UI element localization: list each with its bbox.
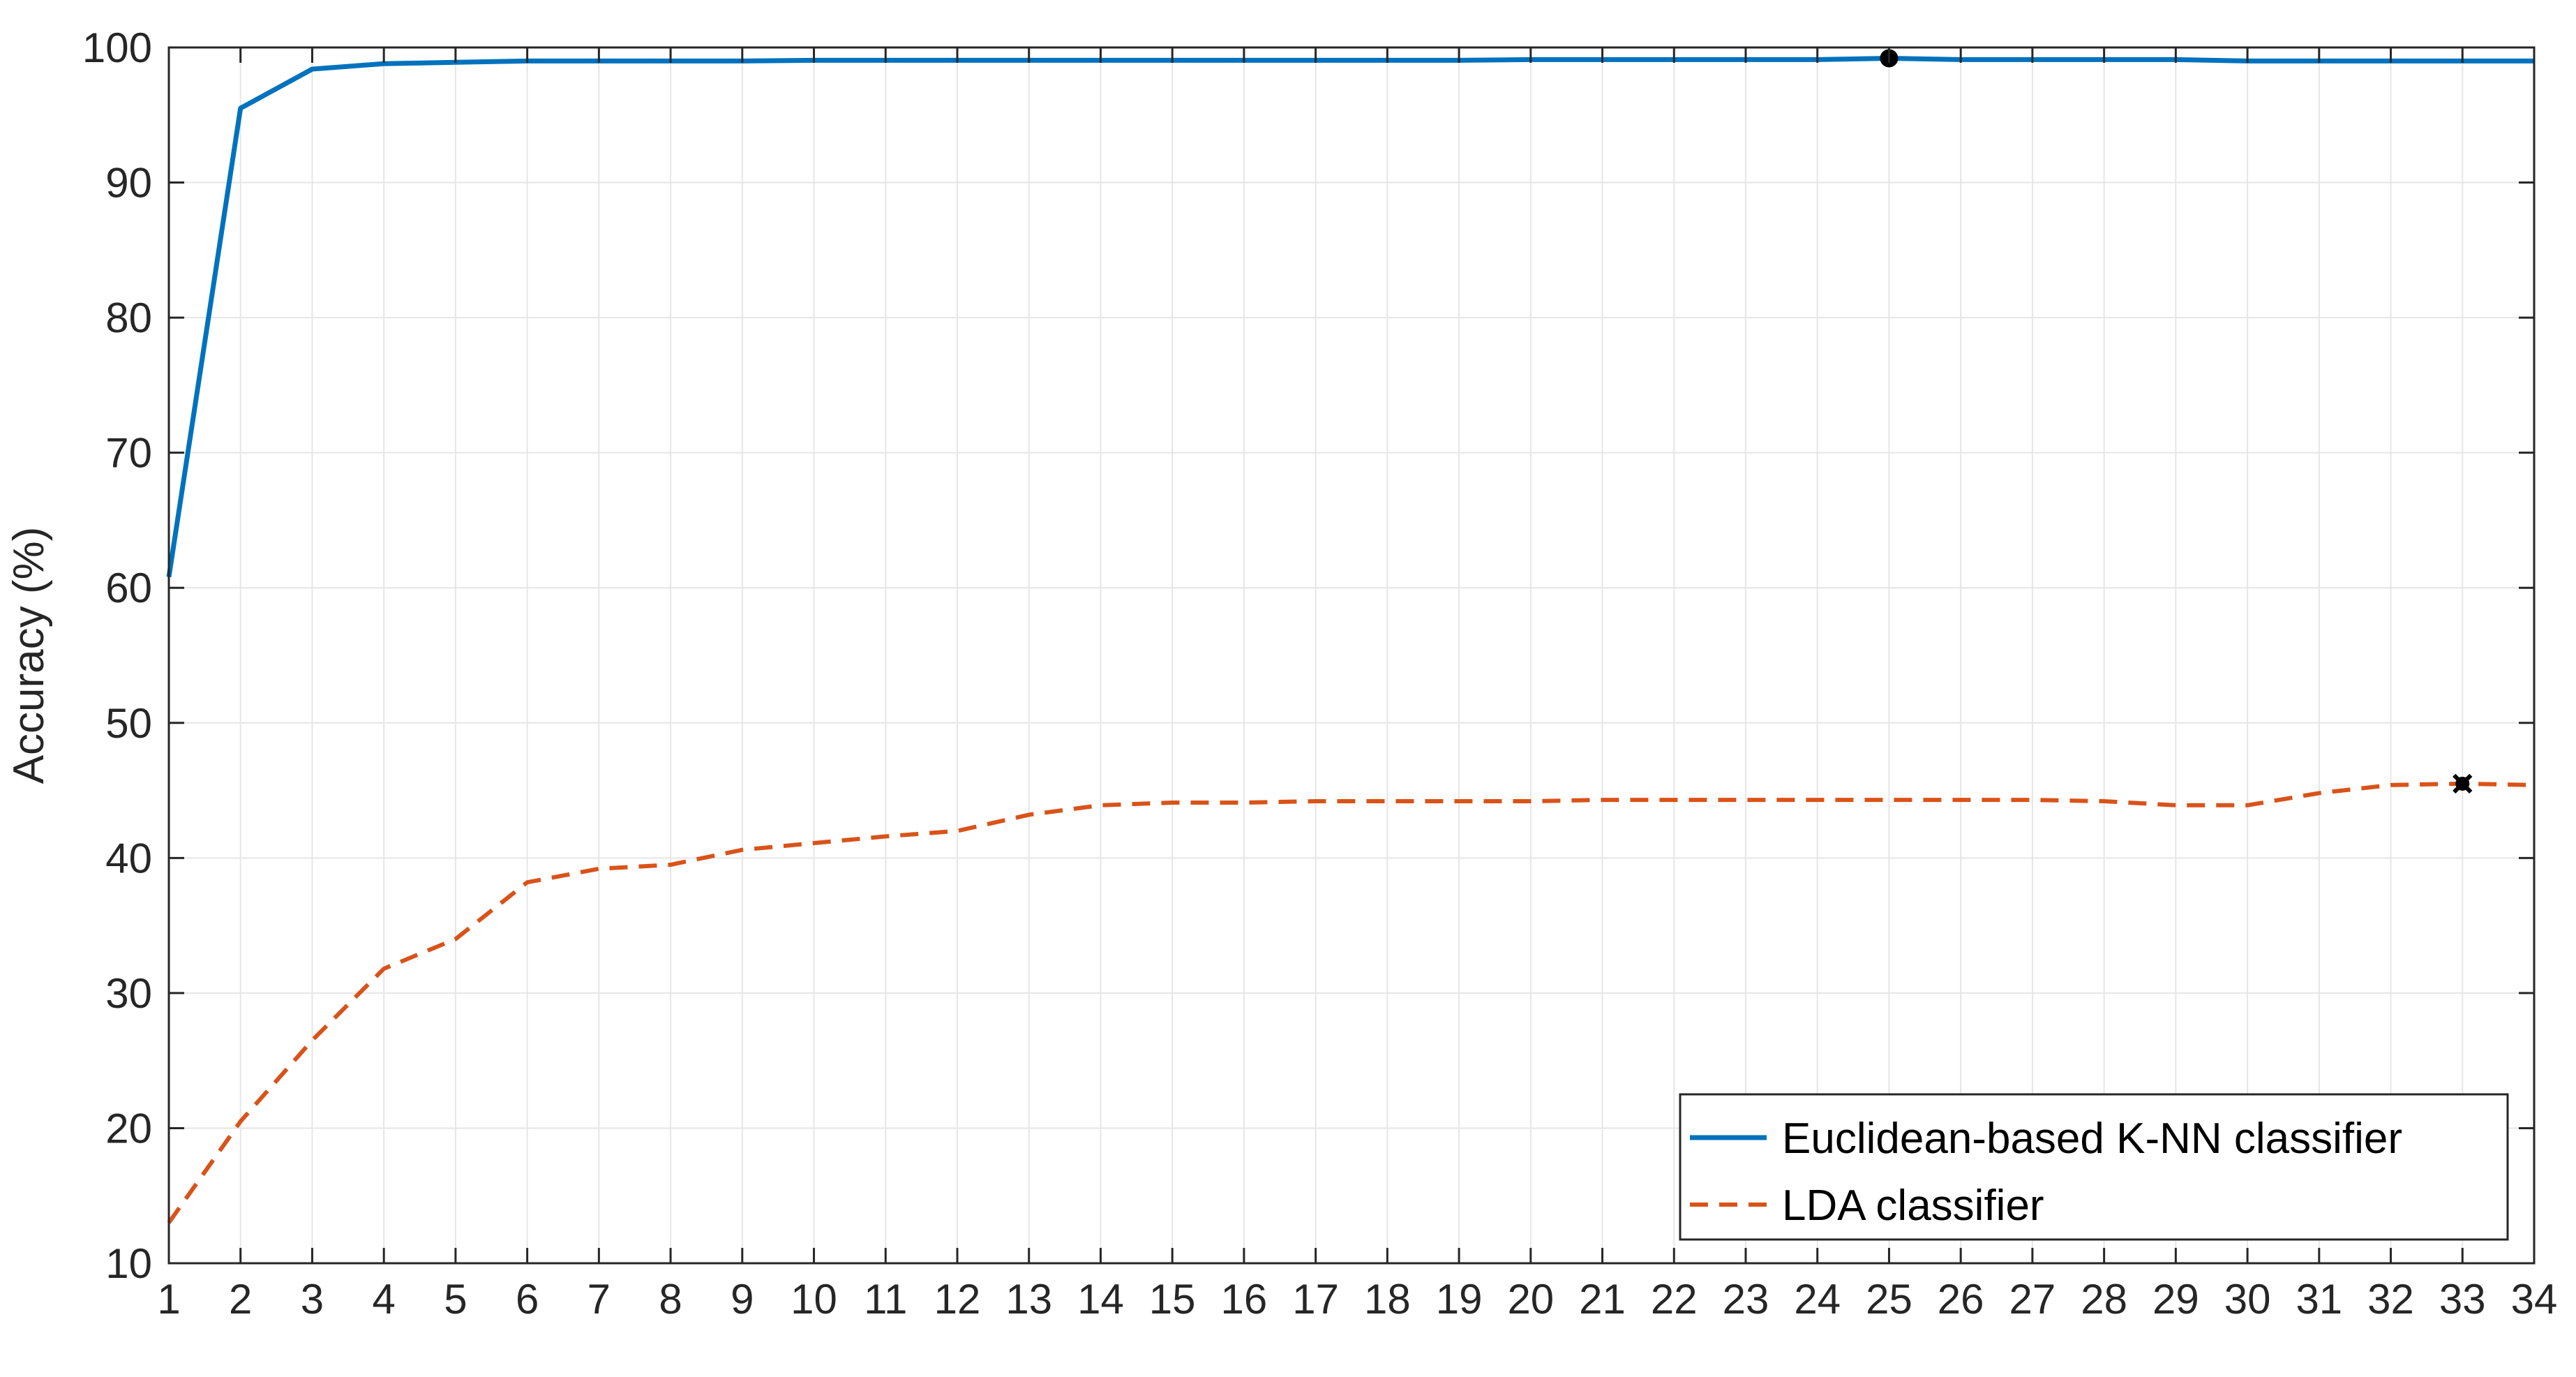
x-tick-label: 11 xyxy=(864,1276,907,1323)
legend: Euclidean-based K-NN classifier LDA clas… xyxy=(1679,1093,2509,1241)
x-tick-label: 17 xyxy=(1292,1276,1339,1323)
series-layer xyxy=(166,56,2535,1224)
x-tick-label: 8 xyxy=(659,1276,682,1323)
plot-frame xyxy=(167,46,2536,1265)
x-tick-label: 31 xyxy=(2296,1276,2342,1323)
y-tick-label: 100 xyxy=(82,24,152,71)
x-tick-label: 18 xyxy=(1364,1276,1411,1323)
axes xyxy=(167,46,2536,1265)
x-tick-label: 25 xyxy=(1866,1276,1912,1323)
max-marker-lda xyxy=(2453,773,2473,794)
x-tick-label: 23 xyxy=(1723,1276,1769,1323)
y-tick-label: 40 xyxy=(105,835,152,881)
x-tick-label: 26 xyxy=(1938,1276,1984,1323)
x-tick-label: 29 xyxy=(2152,1276,2199,1323)
x-tick-label: 32 xyxy=(2367,1276,2414,1323)
x-tick-label: 13 xyxy=(1005,1276,1052,1323)
x-tick-label: 19 xyxy=(1436,1276,1483,1323)
x-tick-label: 20 xyxy=(1507,1276,1554,1323)
y-axis-label: Accuracy (%) xyxy=(5,527,53,784)
legend-box xyxy=(1679,1093,2509,1241)
legend-label-lda: LDA classifier xyxy=(1782,1182,2044,1230)
x-tick-label: 33 xyxy=(2439,1276,2486,1323)
x-tick-label: 15 xyxy=(1149,1276,1196,1323)
x-tick-label: 21 xyxy=(1579,1276,1626,1323)
x-tick-label: 4 xyxy=(372,1276,395,1323)
x-tick-label: 9 xyxy=(731,1276,754,1323)
tick-labels: 1 2 3 4 5 6 7 8 9 10 11 12 13 14 15 16 17 18 19 20 21 22 23 24 2… xyxy=(82,24,2557,1323)
series-line-lda xyxy=(167,781,2535,1224)
y-tick-label: 90 xyxy=(105,160,152,207)
x-tick-label: 14 xyxy=(1077,1276,1124,1323)
x-tick-label: 27 xyxy=(2009,1276,2056,1323)
x-tick-label: 1 xyxy=(157,1276,180,1323)
x-tick-label: 7 xyxy=(587,1276,611,1323)
x-tick-label: 6 xyxy=(516,1276,539,1323)
max-marker-lda-cross-b xyxy=(2453,773,2473,794)
y-tick-label: 20 xyxy=(105,1105,152,1152)
series-line-knn xyxy=(166,56,2534,578)
y-tick-label: 70 xyxy=(105,430,152,477)
y-tick-label: 80 xyxy=(105,295,152,341)
x-tick-label: 2 xyxy=(229,1276,252,1323)
x-tick-label: 28 xyxy=(2081,1276,2127,1323)
x-tick-label: 3 xyxy=(301,1276,324,1323)
y-tick-label: 60 xyxy=(105,565,152,611)
x-tick-label: 16 xyxy=(1221,1276,1268,1323)
y-tick-label: 50 xyxy=(105,700,152,747)
x-tick-label: 10 xyxy=(791,1276,837,1323)
legend-label-knn: Euclidean-based K-NN classifier xyxy=(1782,1115,2402,1163)
x-tick-label: 12 xyxy=(934,1276,981,1323)
x-tick-label: 34 xyxy=(2511,1276,2558,1323)
y-tick-label: 30 xyxy=(105,970,152,1017)
x-tick-label: 22 xyxy=(1651,1276,1698,1323)
y-tick-label: 10 xyxy=(105,1240,152,1287)
x-tick-label: 5 xyxy=(444,1276,467,1323)
x-tick-label: 24 xyxy=(1794,1276,1841,1323)
x-tick-label: 30 xyxy=(2224,1276,2271,1323)
